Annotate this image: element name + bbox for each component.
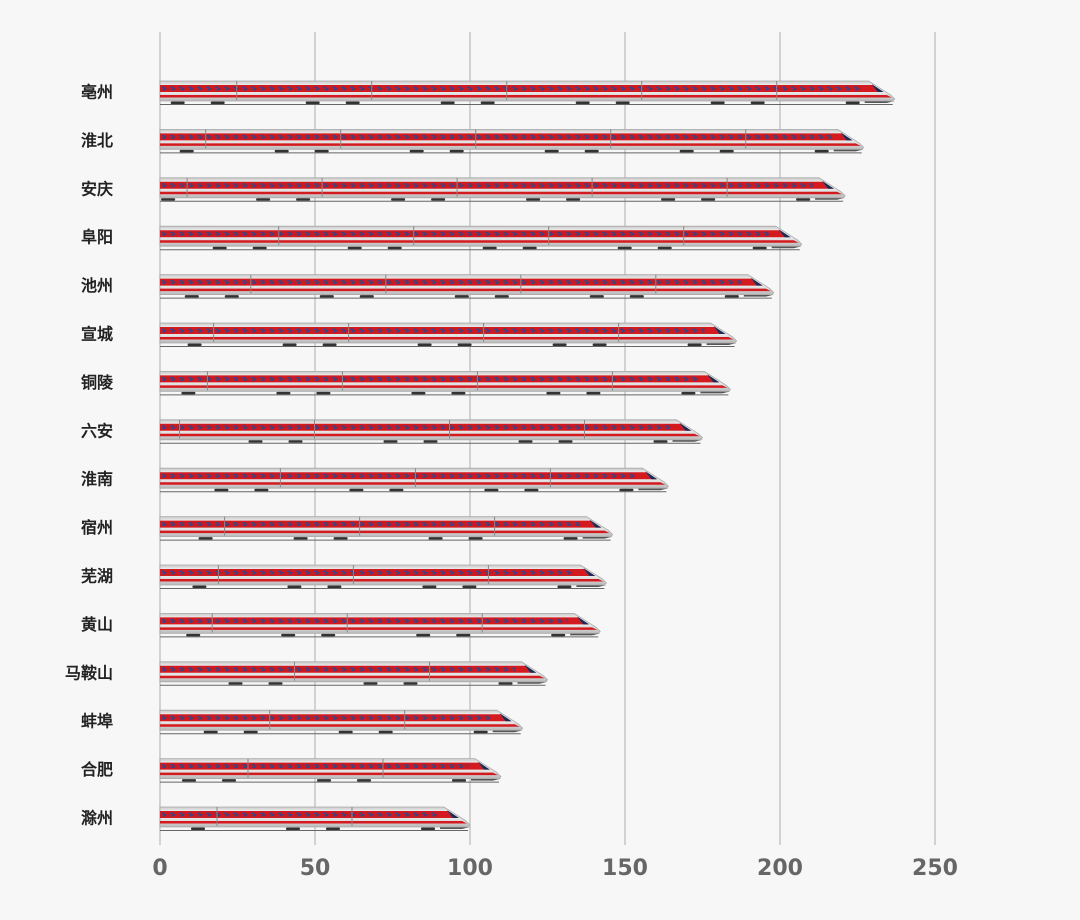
x-tick-label-150: 150 bbox=[602, 856, 648, 881]
bar-蚌埠 bbox=[159, 709, 524, 735]
category-label-合肥: 合肥 bbox=[81, 760, 113, 779]
bar-宿州 bbox=[159, 516, 614, 541]
category-label-滁州: 滁州 bbox=[81, 809, 113, 828]
bar-铜陵 bbox=[159, 370, 731, 396]
category-label-淮南: 淮南 bbox=[81, 470, 113, 489]
bar-合肥 bbox=[159, 758, 502, 783]
category-label-淮北: 淮北 bbox=[81, 131, 113, 150]
bar-亳州 bbox=[159, 80, 896, 105]
category-label-亳州: 亳州 bbox=[81, 83, 113, 102]
x-tick-label-250: 250 bbox=[912, 856, 958, 881]
category-label-阜阳: 阜阳 bbox=[81, 228, 113, 247]
category-label-宿州: 宿州 bbox=[81, 518, 113, 537]
bar-池州 bbox=[159, 274, 775, 299]
category-label-铜陵: 铜陵 bbox=[81, 373, 114, 392]
category-label-宣城: 宣城 bbox=[81, 325, 113, 344]
bar-淮北 bbox=[159, 128, 865, 154]
category-label-马鞍山: 马鞍山 bbox=[65, 663, 113, 682]
bar-马鞍山 bbox=[159, 661, 549, 686]
x-tick-label-100: 100 bbox=[447, 856, 493, 881]
bar-宣城 bbox=[159, 322, 738, 347]
bar-安庆 bbox=[159, 177, 846, 202]
train-bars bbox=[159, 80, 896, 831]
category-label-安庆: 安庆 bbox=[81, 179, 113, 198]
bar-阜阳 bbox=[159, 225, 803, 251]
bar-六安 bbox=[159, 419, 704, 444]
x-tick-label-50: 50 bbox=[300, 856, 331, 881]
category-label-六安: 六安 bbox=[81, 421, 113, 440]
bar-淮南 bbox=[159, 467, 669, 493]
x-axis-ticks: 0 50 100 150 200 250 bbox=[152, 856, 958, 881]
x-tick-label-200: 200 bbox=[757, 856, 803, 881]
bar-滁州 bbox=[159, 806, 471, 831]
category-label-黄山: 黄山 bbox=[81, 615, 113, 634]
category-label-池州: 池州 bbox=[81, 276, 113, 295]
x-tick-label-0: 0 bbox=[152, 856, 167, 881]
bar-芜湖 bbox=[159, 564, 607, 589]
bar-黄山 bbox=[159, 613, 601, 638]
category-label-蚌埠: 蚌埠 bbox=[81, 712, 113, 731]
category-label-芜湖: 芜湖 bbox=[81, 567, 113, 586]
